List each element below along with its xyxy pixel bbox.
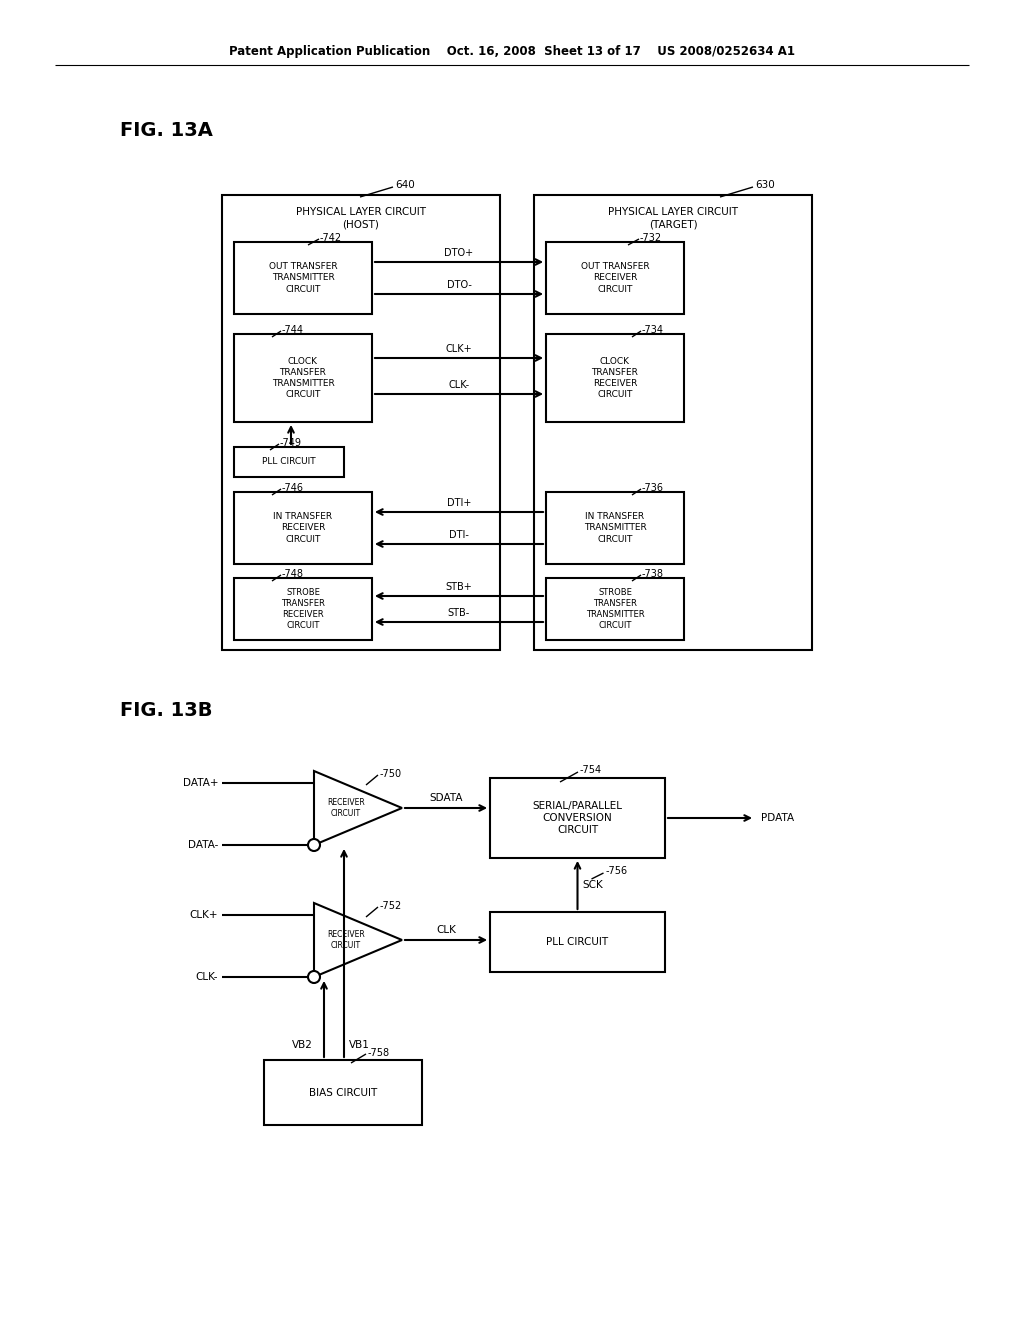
Text: PHYSICAL LAYER CIRCUIT
(TARGET): PHYSICAL LAYER CIRCUIT (TARGET) — [608, 207, 738, 230]
Text: CLK: CLK — [436, 925, 456, 935]
Text: -758: -758 — [368, 1048, 390, 1059]
Text: DTI+: DTI+ — [446, 498, 471, 508]
Text: DATA+: DATA+ — [182, 777, 218, 788]
Text: -736: -736 — [642, 483, 664, 492]
Bar — [546, 242, 684, 314]
Text: FIG. 13B: FIG. 13B — [120, 701, 213, 719]
Text: IN TRANSFER
RECEIVER
CIRCUIT: IN TRANSFER RECEIVER CIRCUIT — [273, 512, 333, 544]
Text: VB2: VB2 — [292, 1040, 313, 1049]
Text: -744: -744 — [282, 325, 304, 335]
Text: SERIAL/PARALLEL
CONVERSION
CIRCUIT: SERIAL/PARALLEL CONVERSION CIRCUIT — [532, 801, 623, 836]
Bar — [234, 334, 372, 422]
Text: IN TRANSFER
TRANSMITTER
CIRCUIT: IN TRANSFER TRANSMITTER CIRCUIT — [584, 512, 646, 544]
Text: 630: 630 — [755, 180, 775, 190]
Text: FIG. 13A: FIG. 13A — [120, 120, 213, 140]
Text: -742: -742 — [319, 234, 342, 243]
Text: CLOCK
TRANSFER
TRANSMITTER
CIRCUIT: CLOCK TRANSFER TRANSMITTER CIRCUIT — [271, 356, 335, 399]
Text: PDATA: PDATA — [761, 813, 795, 822]
Polygon shape — [314, 903, 402, 977]
Text: DTI-: DTI- — [450, 531, 469, 540]
Text: BIAS CIRCUIT: BIAS CIRCUIT — [309, 1088, 377, 1097]
Text: CLK-: CLK- — [196, 972, 218, 982]
Text: -738: -738 — [642, 569, 664, 579]
Text: STROBE
TRANSFER
RECEIVER
CIRCUIT: STROBE TRANSFER RECEIVER CIRCUIT — [281, 587, 325, 630]
Circle shape — [308, 972, 319, 983]
Text: Patent Application Publication    Oct. 16, 2008  Sheet 13 of 17    US 2008/02526: Patent Application Publication Oct. 16, … — [229, 45, 795, 58]
Text: 640: 640 — [395, 180, 415, 190]
Bar — [546, 578, 684, 640]
Text: -750: -750 — [380, 770, 402, 779]
Text: OUT TRANSFER
RECEIVER
CIRCUIT: OUT TRANSFER RECEIVER CIRCUIT — [581, 263, 649, 293]
Text: -752: -752 — [380, 902, 402, 911]
Bar — [546, 492, 684, 564]
Text: PHYSICAL LAYER CIRCUIT
(HOST): PHYSICAL LAYER CIRCUIT (HOST) — [296, 207, 426, 230]
Bar — [234, 578, 372, 640]
Circle shape — [308, 840, 319, 851]
Text: -754: -754 — [580, 766, 602, 775]
Bar — [264, 1060, 422, 1125]
Text: SCK: SCK — [583, 880, 603, 890]
Bar — [234, 492, 372, 564]
Text: -734: -734 — [642, 325, 664, 335]
Text: RECEIVER
CIRCUIT: RECEIVER CIRCUIT — [327, 931, 365, 950]
Bar — [546, 334, 684, 422]
Text: PLL CIRCUIT: PLL CIRCUIT — [262, 458, 315, 466]
Text: CLOCK
TRANSFER
RECEIVER
CIRCUIT: CLOCK TRANSFER RECEIVER CIRCUIT — [592, 356, 638, 399]
Text: DATA-: DATA- — [187, 840, 218, 850]
Text: PLL CIRCUIT: PLL CIRCUIT — [547, 937, 608, 946]
Polygon shape — [314, 771, 402, 845]
Text: RECEIVER
CIRCUIT: RECEIVER CIRCUIT — [327, 799, 365, 818]
Text: DTO-: DTO- — [446, 280, 471, 290]
Text: -756: -756 — [605, 866, 628, 876]
Bar — [222, 195, 500, 649]
Text: CLK+: CLK+ — [445, 345, 472, 354]
Text: DTO+: DTO+ — [444, 248, 473, 257]
Text: -732: -732 — [640, 234, 663, 243]
Text: STROBE
TRANSFER
TRANSMITTER
CIRCUIT: STROBE TRANSFER TRANSMITTER CIRCUIT — [586, 587, 644, 630]
Text: STB+: STB+ — [445, 582, 472, 591]
Text: -748: -748 — [282, 569, 304, 579]
Text: SDATA: SDATA — [429, 793, 463, 803]
Text: -746: -746 — [282, 483, 304, 492]
Text: OUT TRANSFER
TRANSMITTER
CIRCUIT: OUT TRANSFER TRANSMITTER CIRCUIT — [268, 263, 337, 293]
Text: CLK+: CLK+ — [189, 909, 218, 920]
Bar — [490, 777, 665, 858]
Bar — [490, 912, 665, 972]
Text: STB-: STB- — [447, 609, 470, 618]
Text: VB1: VB1 — [349, 1040, 370, 1049]
Bar — [234, 447, 344, 477]
Bar — [534, 195, 812, 649]
Text: CLK-: CLK- — [449, 380, 470, 389]
Bar — [234, 242, 372, 314]
Text: -749: -749 — [280, 438, 302, 447]
